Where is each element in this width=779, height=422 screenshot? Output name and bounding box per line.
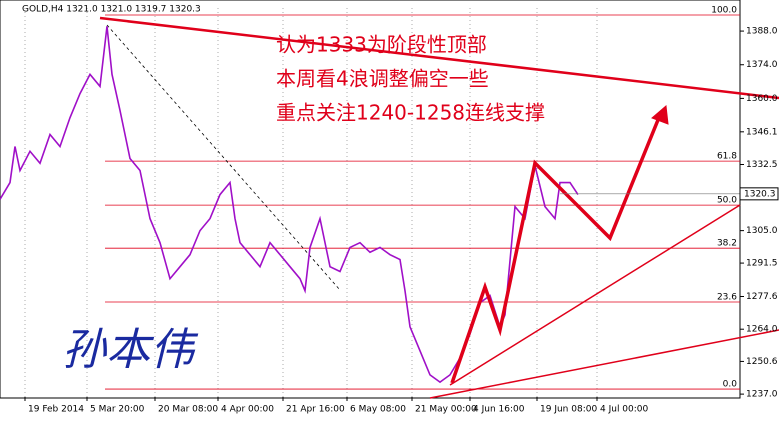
y-tick-label: 1346.1 (746, 127, 778, 137)
y-tick-label: 1291.5 (746, 259, 778, 269)
y-tick-label: 1360.0 (746, 94, 778, 104)
y-tick-label: 1250.6 (746, 357, 778, 367)
current-price-label: 1320.3 (744, 189, 776, 199)
arrow-head (651, 105, 669, 125)
y-tick-label: 1332.5 (746, 160, 778, 170)
fib-label: 61.8 (717, 152, 737, 162)
y-tick-label: 1264.0 (746, 325, 778, 335)
fib-label: 38.2 (717, 239, 737, 249)
price-layer (0, 26, 579, 384)
chart-title: GOLD,H4 1321.0 1321.0 1319.7 1320.3 (22, 5, 201, 15)
y-tick-label: 1237.0 (746, 390, 778, 400)
signature: 孙本伟 (62, 325, 199, 376)
current-price-box (739, 187, 779, 201)
y-tick-label: 1277.6 (746, 292, 778, 302)
x-tick-label: 6 May 08:00 (350, 405, 406, 415)
fib-base-line (106, 24, 341, 291)
x-tick-label: 19 Feb 2014 (28, 405, 84, 415)
plot-frame (0, 0, 741, 399)
x-tick-label: 20 Mar 08:00 (158, 405, 218, 415)
x-tick-label: 21 May 00:00 (415, 405, 477, 415)
x-tick-label: 4 Jul 00:00 (600, 405, 649, 415)
forecast-arrow (450, 114, 662, 384)
fib-label: 23.6 (717, 293, 737, 303)
annotation: 认为1333为阶段性顶部 (276, 33, 487, 57)
axes: 19 Feb 2014 5 Mar 20:00 20 Mar 08:00 4 Apr … (24, 27, 779, 415)
y-tick-label: 1388.0 (746, 27, 778, 37)
trend-line (429, 329, 779, 399)
x-tick-label: 5 Mar 20:00 (90, 405, 145, 415)
trend-line (99, 16, 779, 100)
fib-label: 100.0 (711, 5, 737, 15)
price-line (0, 26, 579, 384)
fib-label: 50.0 (717, 196, 737, 206)
x-tick-label: 4 Apr 00:00 (221, 405, 274, 415)
x-tick-label: 19 Jun 08:00 (540, 405, 597, 415)
fib-label: 0.0 (723, 380, 738, 390)
fibonacci: 100.0 61.8 50.0 38.2 23.6 0.0 (105, 5, 740, 390)
x-tick-label: 4 Jun 16:00 (473, 405, 525, 415)
x-tick-label: 21 Apr 16:00 (286, 405, 345, 415)
annotation: 重点关注1240-1258连线支撑 (276, 101, 545, 125)
y-tick-label: 1305.0 (746, 226, 778, 236)
annotation: 本周看4浪调整偏空一些 (276, 67, 489, 91)
trend-lines (99, 16, 779, 399)
y-tick-label: 1374.0 (746, 60, 778, 70)
trend-line (449, 204, 741, 386)
